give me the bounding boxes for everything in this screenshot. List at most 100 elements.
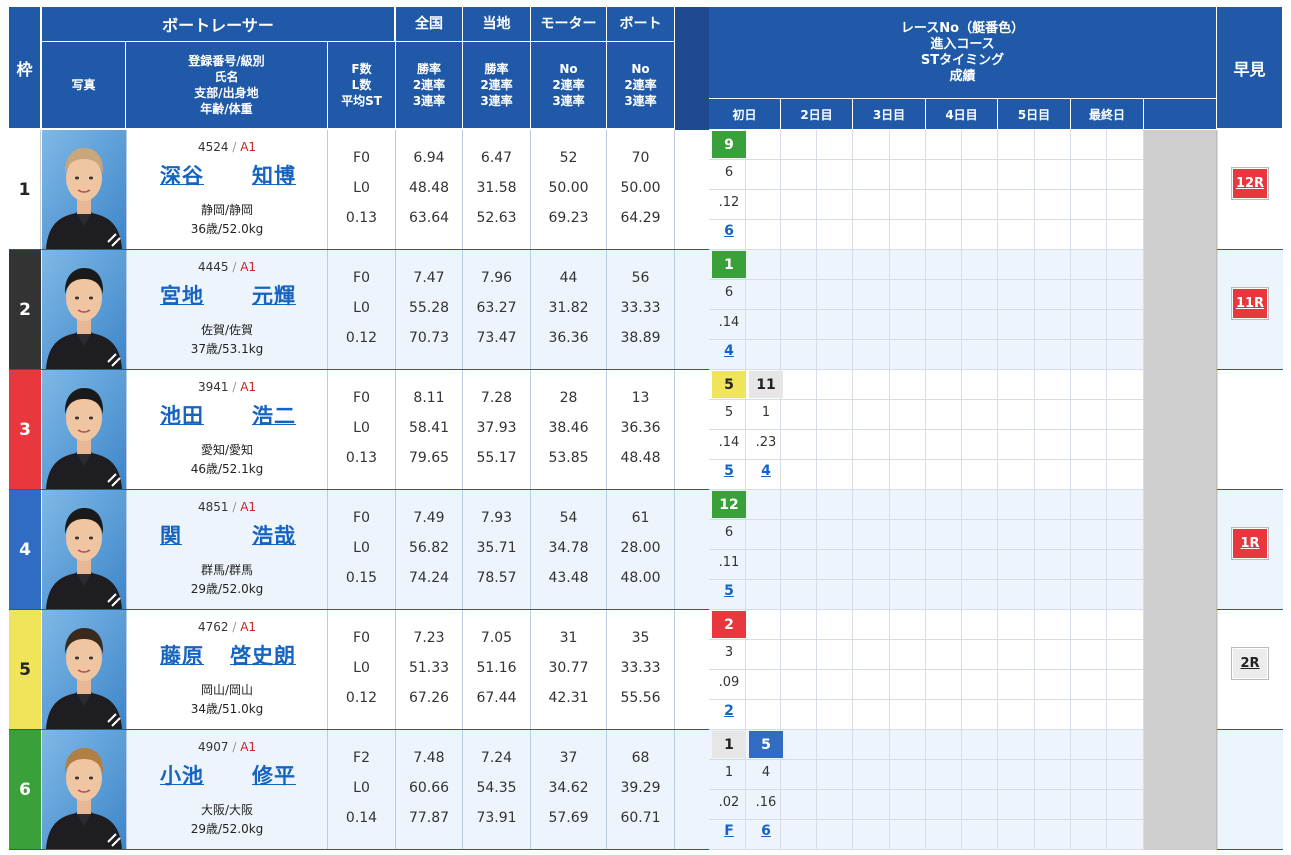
result-grid-cell [998,670,1035,700]
racer-name-link[interactable]: 深谷 知博 [160,160,296,190]
result-grid-cell [926,760,962,790]
result-grid-cell [1035,430,1071,460]
result-grid-cell [709,580,746,610]
result-grid-cell [853,820,890,850]
result-grid-cell [962,820,998,850]
hayami-cell: 12R [1217,130,1283,249]
result-grid-cell [746,460,781,490]
result-grid-cell [962,490,998,520]
stat-value: 73.47 [476,330,517,346]
finish-rank-link[interactable]: 6 [761,823,771,839]
racer-class: A1 [240,260,257,274]
result-grid-cell [817,250,853,280]
race-number-badge: 2 [712,611,746,638]
result-grid-cell [962,730,998,760]
result-grid-cell [962,130,998,160]
result-grid-cell [890,790,926,820]
racer-name-link[interactable]: 藤原 啓史朗 [160,640,296,670]
finish-rank-link[interactable]: 2 [724,703,734,719]
result-gray-cell [1144,580,1217,610]
result-grid-cell [998,790,1035,820]
stat-value: 7.48 [413,750,445,766]
result-grid-cell [1107,130,1144,160]
racer-branch: 群馬/群馬 [200,563,254,577]
stat-value: 31 [559,630,578,646]
result-grid-cell [1107,640,1144,670]
result-grid-cell [998,160,1035,190]
result-grid-cell [1107,760,1144,790]
stat-value: 35.71 [476,540,517,556]
result-grid-cell [746,160,781,190]
racer-photo [42,730,126,849]
hayami-race-button[interactable]: 1R [1232,528,1268,559]
hayami-race-button[interactable]: 12R [1232,168,1268,199]
stat-value: 38.89 [620,330,661,346]
result-gray-cell [1144,310,1217,340]
result-gray-cell [1144,340,1217,370]
stat-value: 55.17 [476,450,517,466]
result-grid-cell [709,160,746,190]
stat-col-nat: 7.48 60.66 77.87 [396,730,463,849]
racer-branch: 愛知/愛知 [200,443,254,457]
result-grid-cell [746,280,781,310]
result-grid-cell [1071,160,1107,190]
result-grid-cell [1071,760,1107,790]
finish-rank-link[interactable]: 5 [724,583,734,599]
finish-rank-link[interactable]: 5 [724,463,734,479]
stat-value: 33.33 [620,300,661,316]
racer-surname: 藤原 [160,644,204,668]
result-grid-cell [853,580,890,610]
result-grid-cell [998,580,1035,610]
result-grid-cell [746,340,781,370]
race-number-badge: 5 [712,371,746,398]
result-gray-cell [1144,640,1217,670]
hayami-race-button[interactable]: 11R [1232,288,1268,319]
racer-name-link[interactable]: 関 浩哉 [160,520,296,550]
st-timing: .11 [718,555,740,570]
stat-col-loc: 7.24 54.35 73.91 [463,730,531,849]
result-grid-cell [746,430,781,460]
stat-value: 38.46 [548,420,589,436]
boat-sub-header: No 2連率 3連率 [607,42,675,129]
result-gray-cell [1144,160,1217,190]
stat-value: 43.48 [548,570,589,586]
stat-value: F0 [353,150,370,166]
racer-name-link[interactable]: 池田 浩二 [160,400,296,430]
finish-rank-link[interactable]: 6 [724,223,734,239]
racer-branch: 静岡/静岡 [200,203,254,217]
result-grid-cell [962,790,998,820]
result-grid-cell [853,280,890,310]
result-grid-cell [926,280,962,310]
stat-value: 61 [631,510,650,526]
result-grid-cell [1035,490,1071,520]
result-grid-cell [926,190,962,220]
result-grid-cell [817,790,853,820]
result-grid-cell [890,280,926,310]
racer-name-link[interactable]: 宮地 元輝 [160,280,296,310]
result-grid-cell [1071,490,1107,520]
finish-rank-link[interactable]: 4 [761,463,771,479]
stat-value: F2 [353,750,370,766]
result-grid-cell [1107,460,1144,490]
racer-class: A1 [240,140,257,154]
finish-rank-link[interactable]: 4 [724,343,734,359]
result-grid-cell [1035,640,1071,670]
result-grid-cell [781,490,817,520]
stat-value: 7.05 [480,630,513,646]
result-grid-cell [926,220,962,250]
reg-line: 4445 / A1 [127,260,327,274]
rate-label: 3連率 [412,94,446,108]
racer-name-link[interactable]: 小池 修平 [160,760,296,790]
st-timing: .16 [755,795,777,810]
result-grid-cell [962,220,998,250]
racer-table: 枠 ボートレーサー 全国 当地 モーター ボート 写真 登録番号/級別 氏名 支… [9,7,1283,850]
reg-line: 4762 / A1 [127,620,327,634]
result-grid-cell [709,460,746,490]
results-header-line: STタイミング [920,52,1005,68]
finish-rank-link[interactable]: F [724,823,734,839]
result-grid-cell [709,280,746,310]
stat-value: 57.69 [548,810,589,826]
racer-row: 4 4851 / A1 関 浩哉 群馬/群馬 29歳/52.0kg F0 L0 0.15 7.49… [9,490,1283,610]
racer-photo-svg [42,610,126,729]
hayami-race-button[interactable]: 2R [1232,648,1268,679]
